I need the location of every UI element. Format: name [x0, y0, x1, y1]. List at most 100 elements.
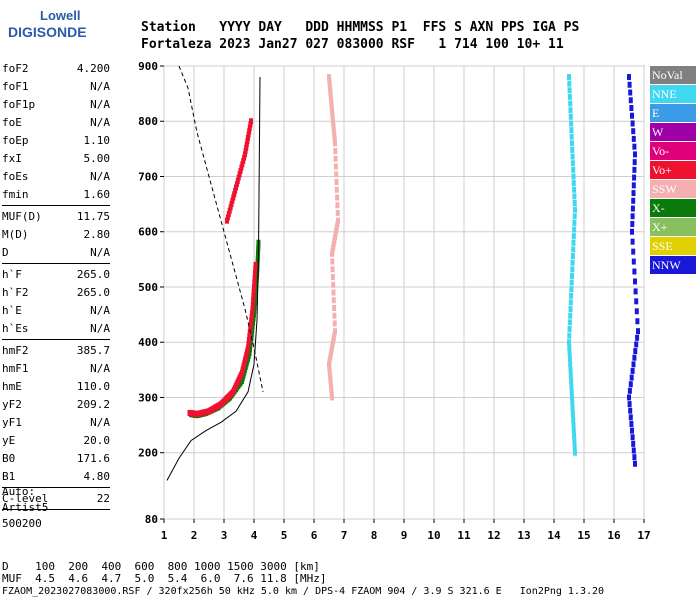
- echo-point: [246, 337, 251, 344]
- param-name: fmin: [2, 188, 29, 201]
- echo-point: [251, 292, 256, 299]
- echo-point: [329, 384, 334, 391]
- x-tick-label: 17: [637, 529, 650, 542]
- echo-point: [253, 288, 258, 295]
- x-tick-label: 3: [221, 529, 228, 542]
- echo-point: [571, 239, 576, 246]
- echo-point: [327, 361, 331, 368]
- echo-point: [567, 74, 571, 81]
- param-value: 385.7: [76, 344, 110, 357]
- param-group-divider: [2, 487, 110, 488]
- legend-item: Vo+: [650, 161, 696, 179]
- echo-point: [631, 135, 636, 142]
- echo-point: [628, 407, 633, 414]
- echo-point: [330, 113, 335, 120]
- echo-point: [569, 377, 574, 384]
- echo-point: [630, 238, 635, 245]
- echo-point: [332, 331, 337, 338]
- echo-point: [245, 138, 250, 145]
- param-row: fxI 5.00: [2, 150, 110, 168]
- param-name: yE: [2, 434, 16, 447]
- param-group-divider: [2, 509, 110, 510]
- logo-digisonde-text: DIGISONDE: [8, 24, 87, 40]
- x-tick-label: 2: [191, 529, 198, 542]
- echo-point: [330, 344, 334, 351]
- echo-point: [229, 201, 234, 208]
- echo-point: [630, 228, 634, 235]
- legend-item: W: [650, 123, 696, 141]
- echo-point: [239, 164, 244, 171]
- param-row: foEp 1.10: [2, 132, 110, 150]
- echo-point: [570, 140, 574, 147]
- echo-point: [632, 143, 637, 150]
- echo-point: [570, 272, 574, 279]
- param-value: 11.75: [76, 210, 110, 223]
- echo-point: [569, 279, 574, 286]
- x-tick-label: 14: [547, 529, 561, 542]
- x-tick-label: 8: [371, 529, 378, 542]
- echo-point: [335, 209, 340, 216]
- echo-point: [255, 266, 260, 273]
- echo-point: [331, 297, 336, 304]
- echo-point: [255, 259, 260, 266]
- param-name: foF1: [2, 80, 29, 93]
- param-value: 1.10: [83, 134, 111, 147]
- param-value: 209.2: [76, 398, 110, 411]
- echo-point: [333, 140, 337, 147]
- echo-point: [331, 334, 336, 341]
- echo-point: [570, 399, 575, 406]
- echo-point: [240, 161, 245, 168]
- legend-item: NoVal: [650, 66, 696, 84]
- echo-point: [570, 266, 575, 273]
- echo-point: [631, 197, 636, 204]
- echo-point: [632, 166, 637, 173]
- param-row: h`F2 265.0: [2, 284, 110, 302]
- echo-point: [329, 100, 334, 107]
- param-name: hmF2: [2, 344, 29, 357]
- echo-point: [230, 197, 235, 204]
- echo-point: [572, 444, 577, 451]
- autoscaling-info: Auto: Artist5 500200: [2, 484, 48, 532]
- model-trace-dashed: [178, 65, 264, 393]
- auto-label: Auto:: [2, 485, 36, 498]
- echo-point: [236, 174, 241, 181]
- param-name: foF1p: [2, 98, 36, 111]
- echo-point: [254, 280, 259, 287]
- echo-point: [247, 350, 252, 357]
- param-row: yF1 N/A: [2, 414, 110, 432]
- echo-point: [246, 131, 251, 138]
- echo-point: [330, 266, 335, 273]
- echo-point: [332, 130, 337, 137]
- param-value: N/A: [90, 362, 110, 375]
- echo-point: [241, 158, 246, 165]
- echo-point: [328, 87, 333, 94]
- x-tick-label: 9: [401, 529, 408, 542]
- y-tick-label: 900: [138, 60, 158, 73]
- param-row: hmE 110.0: [2, 378, 110, 396]
- echo-point: [234, 181, 239, 188]
- param-value: N/A: [90, 246, 110, 259]
- param-value: N/A: [90, 322, 110, 335]
- echo-point: [567, 350, 572, 357]
- echo-point: [247, 124, 252, 131]
- echo-point: [333, 148, 338, 155]
- param-value: 171.6: [76, 452, 110, 465]
- param-row: B1 4.80: [2, 468, 110, 486]
- echo-point: [571, 233, 576, 240]
- file-info-line: FZAOM_2023027083000.RSF / 320fx256h 50 k…: [2, 586, 605, 597]
- param-row: C-level 22: [2, 490, 110, 508]
- echo-point: [330, 117, 335, 124]
- echo-point: [331, 127, 336, 134]
- echo-point: [329, 97, 334, 104]
- echo-point: [327, 371, 332, 378]
- echo-point: [330, 274, 335, 281]
- echo-point: [568, 361, 573, 368]
- echo-point: [567, 87, 572, 94]
- echo-point: [246, 134, 250, 141]
- echo-point: [568, 113, 573, 120]
- echo-point: [568, 107, 573, 114]
- echo-point: [569, 120, 574, 127]
- echo-point: [633, 348, 638, 355]
- echo-point: [567, 355, 572, 362]
- echo-point: [630, 205, 635, 212]
